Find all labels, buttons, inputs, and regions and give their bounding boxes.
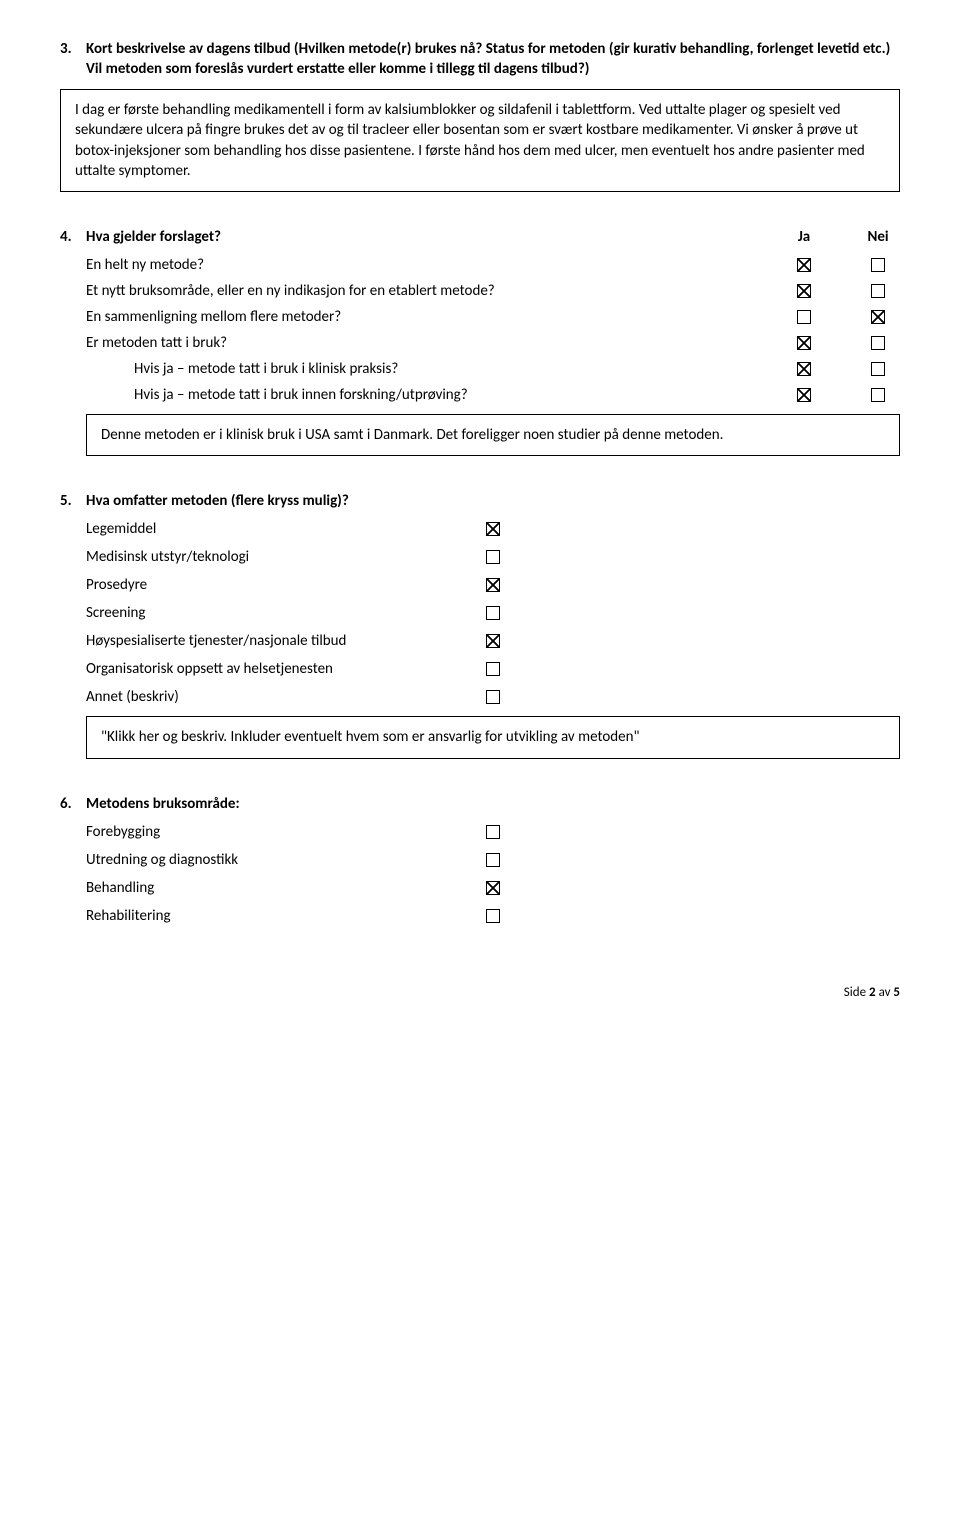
- q4-row-label: En helt ny metode?: [86, 256, 752, 274]
- q6-row: Behandling: [86, 879, 900, 897]
- checkbox-ja[interactable]: [797, 362, 811, 376]
- q4-row-label: Et nytt bruksområde, eller en ny indikas…: [86, 282, 752, 300]
- q6-row-label: Rehabilitering: [86, 907, 486, 925]
- q6-row: Forebygging: [86, 823, 900, 841]
- q5-row-label: Høyspesialiserte tjenester/nasjonale til…: [86, 632, 486, 650]
- page-footer: Side 2 av 5: [60, 985, 900, 1000]
- footer-current: 2: [869, 985, 876, 1000]
- checkbox-ja[interactable]: [797, 336, 811, 350]
- checkbox[interactable]: [486, 606, 500, 620]
- q4-row: Er metoden tatt i bruk?: [86, 334, 900, 352]
- checkbox-ja[interactable]: [797, 388, 811, 402]
- checkbox[interactable]: [486, 662, 500, 676]
- question-6: 6. Metodens bruksområde: Forebygging Utre…: [60, 795, 900, 925]
- q3-number: 3.: [60, 40, 86, 58]
- checkbox-ja[interactable]: [797, 284, 811, 298]
- question-3: 3. Kort beskrivelse av dagens tilbud (Hv…: [60, 40, 900, 192]
- checkbox[interactable]: [486, 825, 500, 839]
- q4-answer-box: Denne metoden er i klinisk bruk i USA sa…: [86, 414, 900, 456]
- q3-title: Kort beskrivelse av dagens tilbud (Hvilk…: [86, 40, 900, 79]
- q5-row: Screening: [86, 604, 900, 622]
- q5-row-label: Organisatorisk oppsett av helsetjenesten: [86, 660, 486, 678]
- q5-title: Hva omfatter metoden (flere kryss mulig)…: [86, 492, 349, 510]
- q5-row-label: Medisinsk utstyr/teknologi: [86, 548, 486, 566]
- q4-row: Hvis ja – metode tatt i bruk i klinisk p…: [134, 360, 900, 378]
- q5-number: 5.: [60, 492, 86, 510]
- q5-row: Prosedyre: [86, 576, 900, 594]
- checkbox[interactable]: [486, 550, 500, 564]
- q6-title: Metodens bruksområde:: [86, 795, 240, 813]
- q4-title: Hva gjelder forslaget?: [86, 228, 752, 246]
- checkbox-nei[interactable]: [871, 336, 885, 350]
- q4-row-label: En sammenligning mellom flere metoder?: [86, 308, 752, 326]
- checkbox-nei[interactable]: [871, 258, 885, 272]
- q4-head: 4. Hva gjelder forslaget? Ja Nei: [60, 228, 900, 246]
- checkbox-nei[interactable]: [871, 284, 885, 298]
- checkbox[interactable]: [486, 522, 500, 536]
- q5-row: Høyspesialiserte tjenester/nasjonale til…: [86, 632, 900, 650]
- q5-row-label: Prosedyre: [86, 576, 486, 594]
- q5-row: Legemiddel: [86, 520, 900, 538]
- q4-row-label: Er metoden tatt i bruk?: [86, 334, 752, 352]
- q3-title-bold: Kort beskrivelse av dagens tilbud (Hvilk…: [86, 40, 890, 78]
- checkbox-nei[interactable]: [871, 310, 885, 324]
- q4-col-nei: Nei: [856, 228, 900, 246]
- q5-head: 5. Hva omfatter metoden (flere kryss mul…: [60, 492, 900, 510]
- q4-row: Hvis ja – metode tatt i bruk innen forsk…: [134, 386, 900, 404]
- checkbox[interactable]: [486, 690, 500, 704]
- q4-row: Et nytt bruksområde, eller en ny indikas…: [86, 282, 900, 300]
- q6-number: 6.: [60, 795, 86, 813]
- q5-row-label: Screening: [86, 604, 486, 622]
- checkbox[interactable]: [486, 578, 500, 592]
- q4-number: 4.: [60, 228, 86, 246]
- footer-total: 5: [893, 985, 900, 1000]
- q3-answer-box: I dag er første behandling medikamentell…: [60, 89, 900, 192]
- checkbox[interactable]: [486, 853, 500, 867]
- checkbox-nei[interactable]: [871, 388, 885, 402]
- q3-head: 3. Kort beskrivelse av dagens tilbud (Hv…: [60, 40, 900, 79]
- q4-row: En helt ny metode?: [86, 256, 900, 274]
- q6-row-label: Utredning og diagnostikk: [86, 851, 486, 869]
- checkbox-ja[interactable]: [797, 258, 811, 272]
- q6-row: Rehabilitering: [86, 907, 900, 925]
- question-5: 5. Hva omfatter metoden (flere kryss mul…: [60, 492, 900, 758]
- q6-head: 6. Metodens bruksområde:: [60, 795, 900, 813]
- checkbox-nei[interactable]: [871, 362, 885, 376]
- q6-row-label: Forebygging: [86, 823, 486, 841]
- q5-row-label: Legemiddel: [86, 520, 486, 538]
- checkbox[interactable]: [486, 881, 500, 895]
- question-4: 4. Hva gjelder forslaget? Ja Nei En helt…: [60, 228, 900, 456]
- footer-sep: av: [879, 985, 891, 1000]
- q4-row-label: Hvis ja – metode tatt i bruk innen forsk…: [134, 386, 752, 404]
- checkbox[interactable]: [486, 909, 500, 923]
- q5-row: Medisinsk utstyr/teknologi: [86, 548, 900, 566]
- q4-row-label: Hvis ja – metode tatt i bruk i klinisk p…: [134, 360, 752, 378]
- q6-row: Utredning og diagnostikk: [86, 851, 900, 869]
- q4-row: En sammenligning mellom flere metoder?: [86, 308, 900, 326]
- q5-row: Organisatorisk oppsett av helsetjenesten: [86, 660, 900, 678]
- q4-col-ja: Ja: [782, 228, 826, 246]
- q5-row: Annet (beskriv): [86, 688, 900, 706]
- q5-row-label: Annet (beskriv): [86, 688, 486, 706]
- footer-side: Side: [844, 985, 866, 1000]
- checkbox[interactable]: [486, 634, 500, 648]
- q6-row-label: Behandling: [86, 879, 486, 897]
- checkbox-ja[interactable]: [797, 310, 811, 324]
- q5-answer-box: "Klikk her og beskriv. Inkluder eventuel…: [86, 716, 900, 758]
